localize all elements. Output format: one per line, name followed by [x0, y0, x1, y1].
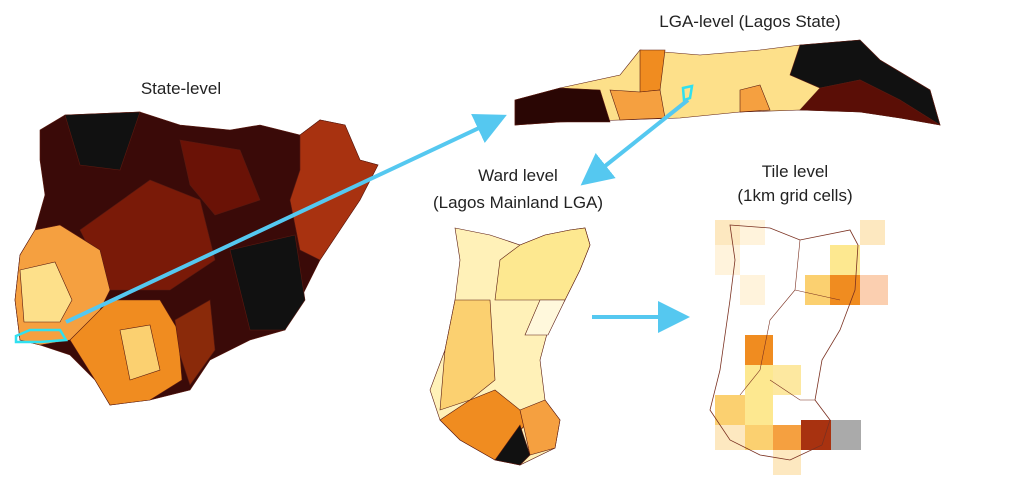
panel-subtitle: (Lagos Mainland LGA) [433, 193, 603, 212]
panel-title: Tile level [762, 162, 828, 181]
state-map [14, 111, 379, 406]
arrow [65, 114, 507, 324]
panel-title: LGA-level (Lagos State) [659, 12, 840, 31]
lga-map [514, 39, 941, 126]
tile-map [709, 220, 888, 475]
panel-title: Ward level [478, 166, 558, 185]
arrow [580, 98, 690, 186]
ward-map [429, 227, 591, 466]
panel-subtitle: (1km grid cells) [737, 186, 852, 205]
panel-title: State-level [141, 79, 221, 98]
